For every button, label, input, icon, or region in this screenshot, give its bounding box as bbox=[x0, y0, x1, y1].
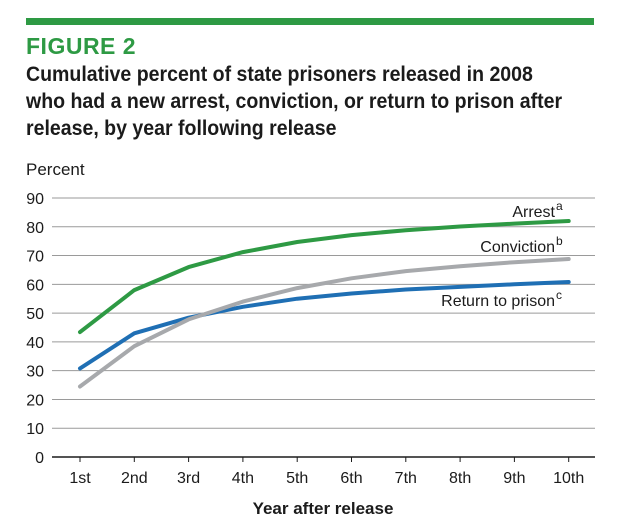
x-tick-label: 3rd bbox=[177, 470, 200, 487]
figure-title: Cumulative percent of state prisoners re… bbox=[26, 63, 563, 140]
y-tick-label: 30 bbox=[26, 364, 44, 381]
x-tick-label: 6th bbox=[340, 470, 362, 487]
x-tick-label: 5th bbox=[286, 470, 308, 487]
x-tick-label: 1st bbox=[69, 470, 91, 487]
y-axis-label: Percent bbox=[26, 160, 85, 179]
series-label-arrest: Arrest bbox=[512, 204, 555, 221]
x-tick-label: 2nd bbox=[121, 470, 148, 487]
x-tick-label: 7th bbox=[395, 470, 417, 487]
x-tick-label: 8th bbox=[449, 470, 471, 487]
series-lines bbox=[78, 219, 571, 389]
x-tick-label: 4th bbox=[232, 470, 254, 487]
x-tick-label: 9th bbox=[503, 470, 525, 487]
y-axis-ticks: 0 10 20 30 40 50 60 70 80 90 bbox=[26, 191, 44, 467]
series-label-return: Return to prison bbox=[441, 293, 555, 310]
x-axis: 1st 2nd 3rd 4th 5th 6th 7th 8th 9th 10th bbox=[52, 456, 595, 487]
series-line-return bbox=[78, 280, 571, 371]
figure-label: FIGURE 2 bbox=[26, 33, 137, 59]
series-label-superscript: c bbox=[556, 288, 562, 302]
y-tick-label: 70 bbox=[26, 249, 44, 266]
x-tick-label: 10th bbox=[553, 470, 584, 487]
y-tick-label: 20 bbox=[26, 392, 44, 409]
y-tick-label: 80 bbox=[26, 220, 44, 237]
series-label-conviction: Conviction bbox=[480, 239, 555, 256]
series-line-conviction bbox=[78, 257, 571, 389]
y-tick-label: 0 bbox=[35, 450, 44, 467]
y-tick-label: 50 bbox=[26, 306, 44, 323]
figure-accent-bar bbox=[26, 18, 594, 25]
y-tick-label: 10 bbox=[26, 421, 44, 438]
y-tick-label: 40 bbox=[26, 335, 44, 352]
series-labels: Arrest a Conviction b Return to prison c bbox=[441, 199, 563, 310]
series-line-arrest bbox=[78, 219, 571, 335]
grid-lines bbox=[52, 197, 595, 429]
x-axis-label: Year after release bbox=[253, 499, 394, 518]
series-label-superscript: a bbox=[556, 199, 563, 213]
y-tick-label: 90 bbox=[26, 191, 44, 208]
series-label-superscript: b bbox=[556, 234, 563, 248]
y-tick-label: 60 bbox=[26, 277, 44, 294]
